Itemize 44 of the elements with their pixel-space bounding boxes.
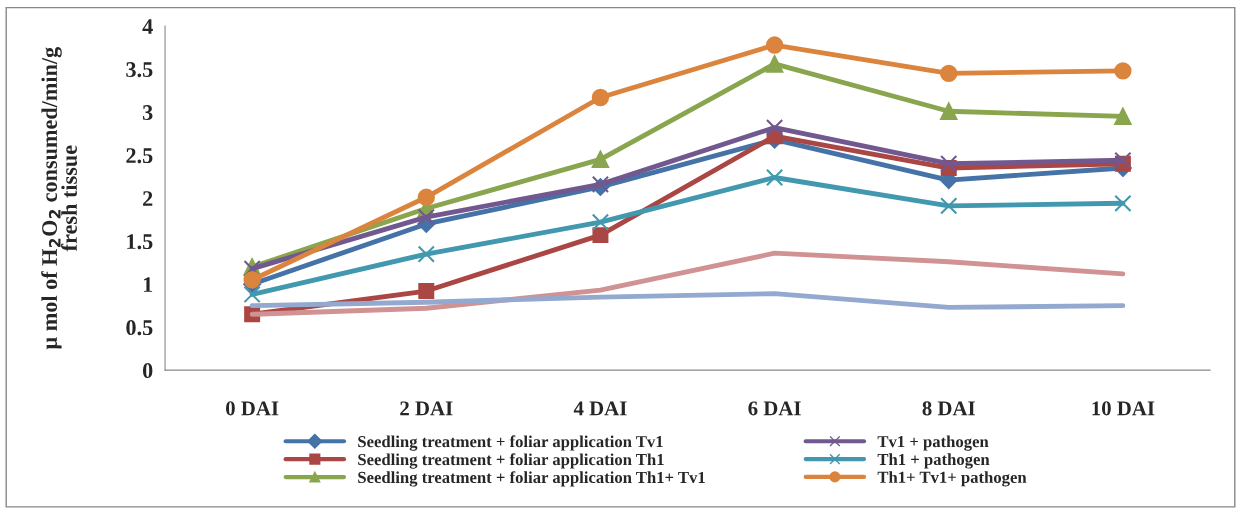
point xyxy=(1114,151,1132,169)
y-tick-label: 1 xyxy=(143,277,153,292)
y-tick-label: 0.5 xyxy=(126,320,153,336)
legend-label: Seedling treatment + foliar application Th1+ Tv1 xyxy=(358,471,705,487)
point xyxy=(1114,62,1132,80)
point xyxy=(940,102,958,120)
point xyxy=(591,213,610,231)
y-tick-label: 1.5 xyxy=(127,234,153,250)
legend-label: Seedling treatment + foliar application Tv1 xyxy=(358,435,663,451)
point xyxy=(765,118,784,137)
point xyxy=(765,55,784,73)
point xyxy=(765,168,784,187)
point xyxy=(591,150,610,169)
x-tick-label: 0 DAI xyxy=(226,401,279,416)
x-tick-label: 6 DAI xyxy=(748,401,801,416)
point xyxy=(940,155,958,173)
point xyxy=(417,245,435,263)
point xyxy=(765,36,784,54)
y-tick-label: 2 xyxy=(143,191,153,206)
legend-label: Th1+ Tv1+ pathogen xyxy=(877,471,1027,487)
x-tick-label: 2 DAI xyxy=(400,401,453,416)
point xyxy=(243,271,261,289)
x-tick-label: 10 DAI xyxy=(1092,401,1155,416)
point xyxy=(940,197,958,215)
point xyxy=(1114,194,1132,212)
y-axis-title: µ mol of H$_{2}$O$_{2}$ consumed/min/g fresh tissue xyxy=(41,47,77,350)
y-tick-label: 2.5 xyxy=(126,148,153,164)
legend-label: Seedling treatment + foliar application Th1 xyxy=(358,453,664,469)
legend-label: Th1 + pathogen xyxy=(877,453,990,469)
point xyxy=(1114,107,1132,126)
x-tick-label: 4 DAI xyxy=(573,401,627,416)
point xyxy=(591,88,610,107)
point xyxy=(940,64,958,83)
y-tick-label: 0 xyxy=(142,363,153,379)
y-tick-label: 3 xyxy=(142,105,153,121)
x-tick-label: 8 DAI xyxy=(922,401,975,416)
point xyxy=(243,285,261,304)
point xyxy=(417,208,435,226)
point xyxy=(417,188,435,206)
y-tick-label: 4 xyxy=(142,19,153,34)
point xyxy=(418,283,435,300)
point xyxy=(592,227,609,244)
y-tick-label: 3.5 xyxy=(126,62,153,78)
legend-label: Tv1 + pathogen xyxy=(877,435,989,451)
